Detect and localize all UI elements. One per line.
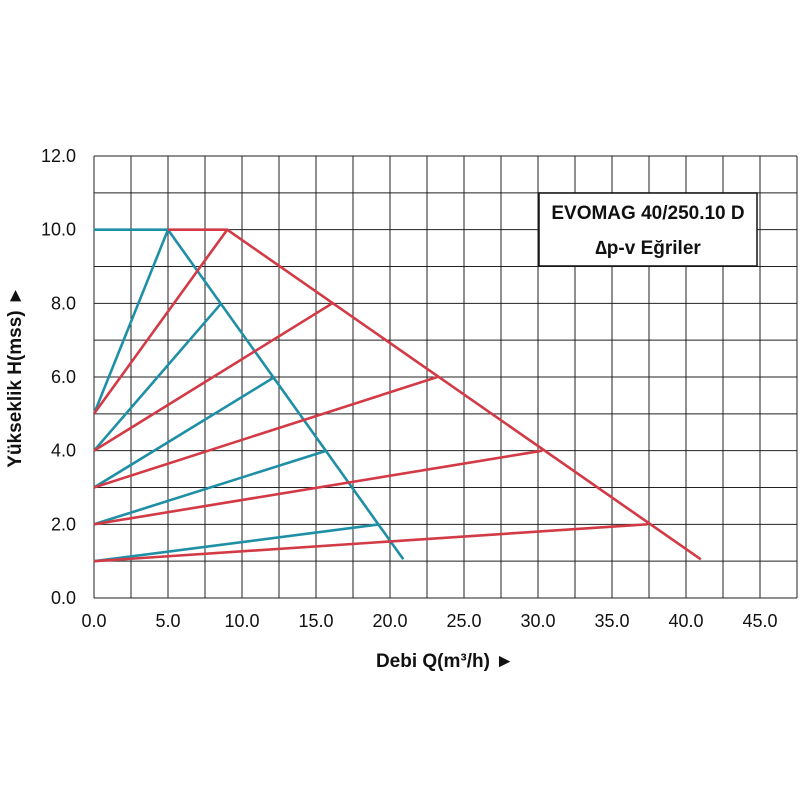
x-tick-label: 15.0 — [298, 611, 333, 631]
x-tick-label: 5.0 — [155, 611, 180, 631]
red-curve-line — [93, 449, 543, 526]
chart-title: EVOMAG 40/250.10 D — [551, 203, 744, 224]
teal-curve-line — [93, 523, 380, 563]
teal-curve-line — [93, 375, 276, 489]
red-curve-line — [93, 523, 648, 563]
red-curve-line — [92, 228, 229, 415]
red-curve-line — [93, 302, 333, 452]
y-tick-label: 0.0 — [51, 588, 76, 608]
grid — [93, 155, 798, 599]
x-tick-label: 45.0 — [742, 611, 777, 631]
y-tick-label: 4.0 — [51, 441, 76, 461]
y-axis-label: Yükseklik H(mss) ► — [5, 286, 26, 467]
x-tick-label: 35.0 — [594, 611, 629, 631]
teal-curve-line — [93, 449, 327, 526]
teal-curve-line — [93, 302, 223, 452]
y-tick-label: 2.0 — [51, 514, 76, 534]
chart-subtitle: ∆p-v Eğriler — [595, 238, 701, 259]
series-lines — [92, 228, 702, 563]
x-tick-label: 25.0 — [446, 611, 481, 631]
red-curve-line — [93, 375, 438, 489]
legend-frame — [538, 192, 758, 267]
teal-curve-line — [92, 229, 170, 415]
x-tick-label: 40.0 — [668, 611, 703, 631]
y-tick-label: 10.0 — [41, 220, 76, 240]
x-tick-label: 20.0 — [372, 611, 407, 631]
legend-box: EVOMAG 40/250.10 D ∆p-v Eğriler — [538, 192, 758, 267]
y-tick-label: 8.0 — [51, 293, 76, 313]
x-tick-label: 0.0 — [81, 611, 106, 631]
y-tick-label: 12.0 — [41, 146, 76, 166]
x-tick-label: 10.0 — [224, 611, 259, 631]
y-tick-label: 6.0 — [51, 367, 76, 387]
tick-labels: 0.0 5.0 10.0 15.0 20.0 25.0 30.0 35.0 40.0 45.0 0.… — [41, 146, 778, 631]
x-tick-label: 30.0 — [520, 611, 555, 631]
x-axis-label: Debi Q(m³/h) ► — [376, 651, 514, 672]
